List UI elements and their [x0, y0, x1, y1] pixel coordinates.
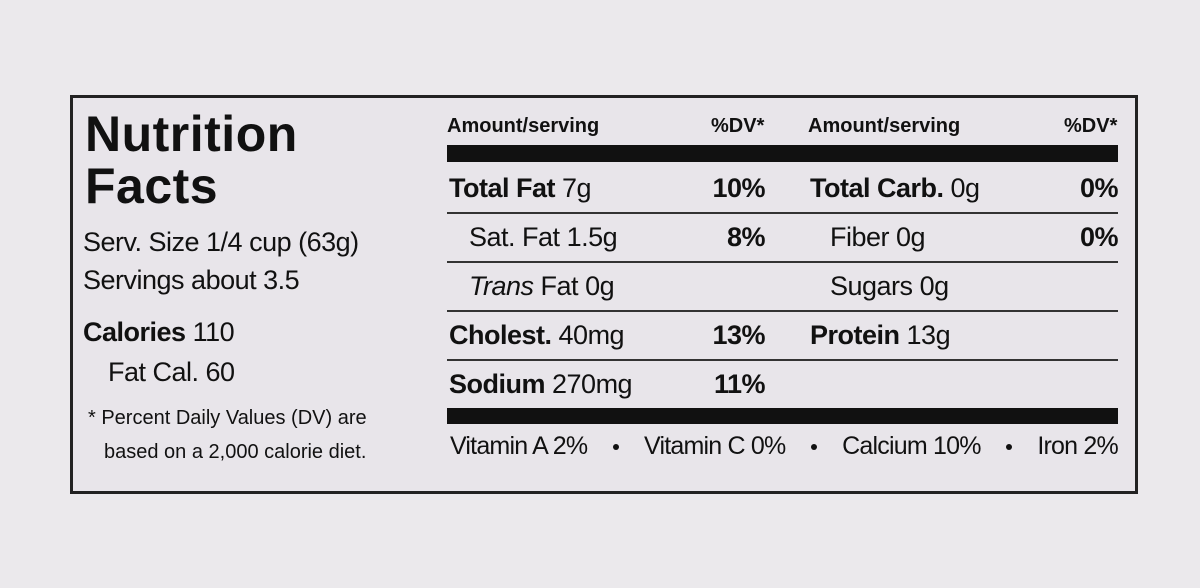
- nutrient-amount: 0g: [585, 270, 615, 301]
- nutrient-name: Total Fat: [449, 172, 556, 203]
- header-dv: %DV*: [711, 115, 765, 137]
- vitamin: Iron 2%: [1037, 432, 1118, 460]
- nutrient-name: Total Carb.: [810, 172, 944, 203]
- rule: [447, 359, 1118, 361]
- separator-dot: [1006, 443, 1013, 450]
- nutrient-amount: 7g: [562, 172, 592, 203]
- nutrient-name: Sat. Fat: [469, 221, 560, 252]
- nutrient: Fiber 0g: [830, 221, 926, 253]
- calories: Calories 110: [83, 316, 235, 348]
- thick-rule: [447, 408, 1118, 424]
- nutrient: Sat. Fat 1.5g: [469, 221, 618, 253]
- rule: [447, 310, 1118, 312]
- rule: [447, 212, 1118, 214]
- daily-value: 0%: [1079, 221, 1119, 252]
- vitamin: Calcium 10%: [842, 432, 981, 460]
- footnote: * Percent Daily Values (DV) are: [88, 407, 367, 429]
- calories-amount: 110: [192, 317, 235, 347]
- nutrient-amount: 1.5g: [566, 221, 618, 252]
- rule: [447, 261, 1118, 263]
- header-dv: %DV*: [1064, 115, 1118, 137]
- thick-rule: [447, 145, 1118, 162]
- daily-value: 8%: [726, 221, 766, 252]
- nutrient: Protein 13g: [810, 319, 951, 351]
- nutrient-row: Total Carb. 0g 0%: [810, 170, 1119, 206]
- nutrient: Sugars 0g: [830, 271, 949, 302]
- nutrient-row: Total Fat 7g 10%: [449, 170, 765, 206]
- nutrient-name-italic: Trans: [469, 270, 534, 301]
- header-amount: Amount/serving: [808, 115, 961, 137]
- nutrient: Total Fat 7g: [449, 172, 592, 204]
- nutrient-amount: 40mg: [558, 319, 625, 350]
- vitamins: Vitamin A 2% Vitamin C 0% Calcium 10% Iron …: [450, 432, 1119, 461]
- nutrient-name: Fiber: [830, 221, 890, 252]
- nutrient: Cholest. 40mg: [449, 319, 625, 351]
- daily-value: 10%: [712, 172, 765, 203]
- separator-dot: [612, 443, 619, 450]
- nutrient-amount: 0g: [919, 270, 950, 301]
- nutrient-amount: 270mg: [552, 368, 633, 399]
- title: Nutrition: [85, 106, 298, 162]
- separator-dot: [810, 443, 817, 450]
- daily-value: 13%: [712, 319, 765, 350]
- nutrient-name: Protein: [810, 319, 900, 350]
- calories-label: Calories: [83, 317, 186, 347]
- nutrient-name: Cholest.: [449, 319, 552, 350]
- header-amount: Amount/serving: [447, 115, 600, 137]
- daily-value: 0%: [1079, 172, 1119, 203]
- nutrient-name: Fat: [540, 270, 579, 301]
- footnote: based on a 2,000 calorie diet.: [104, 441, 367, 463]
- daily-value: 11%: [713, 368, 766, 399]
- serving-size: Serv. Size 1/4 cup (63g): [83, 227, 359, 257]
- nutrient-row: Protein 13g: [810, 317, 1118, 353]
- nutrient: Trans Fat 0g: [469, 270, 615, 302]
- nutrient-row: Cholest. 40mg 13%: [449, 317, 765, 353]
- nutrient-row: Sat. Fat 1.5g 8%: [469, 219, 766, 255]
- vitamin: Vitamin A 2%: [450, 432, 588, 460]
- nutrient: Total Carb. 0g: [810, 173, 980, 204]
- nutrient-amount: 0g: [896, 221, 926, 252]
- title: Facts: [85, 158, 219, 214]
- nutrient-row: Trans Fat 0g: [469, 268, 765, 304]
- nutrient-row: Sugars 0g: [830, 268, 1118, 304]
- nutrient-amount: 0g: [950, 172, 981, 203]
- servings: Servings about 3.5: [83, 265, 300, 295]
- nutrient: Sodium 270mg: [449, 368, 633, 400]
- nutrient-name: Sodium: [449, 368, 546, 399]
- nutrient-row: Sodium 270mg 11%: [449, 366, 766, 402]
- vitamin: Vitamin C 0%: [644, 432, 786, 460]
- nutrient-name: Sugars: [830, 270, 913, 301]
- nutrient-row: Fiber 0g 0%: [830, 219, 1119, 255]
- nutrient-amount: 13g: [906, 319, 951, 350]
- fat-calories: Fat Cal. 60: [108, 357, 235, 387]
